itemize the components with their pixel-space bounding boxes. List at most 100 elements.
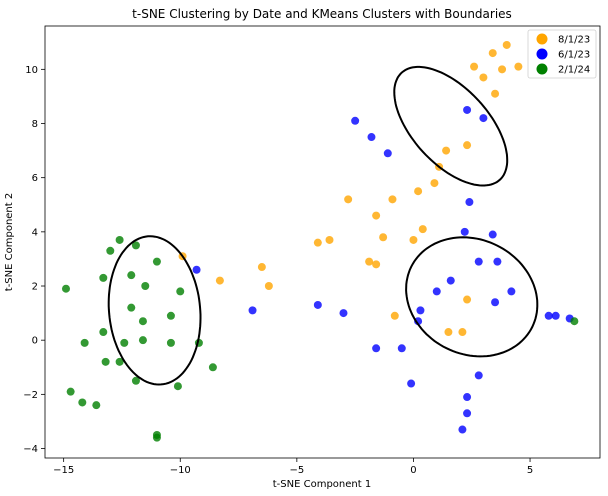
point-1-14 xyxy=(313,300,322,309)
point-0-16 xyxy=(418,225,427,234)
y-tick-label: 4 xyxy=(32,227,38,238)
point-1-20 xyxy=(551,311,560,320)
point-2-27 xyxy=(152,433,161,442)
point-0-7 xyxy=(463,141,472,150)
y-tick-label: 6 xyxy=(32,173,38,184)
point-0-1 xyxy=(502,40,511,49)
point-2-28 xyxy=(570,317,579,326)
point-1-27 xyxy=(463,409,472,418)
point-0-24 xyxy=(264,282,273,291)
plot-frame xyxy=(44,25,601,459)
point-0-17 xyxy=(409,235,418,244)
point-1-7 xyxy=(488,230,497,239)
data-points xyxy=(61,40,579,442)
point-0-19 xyxy=(313,238,322,247)
y-tick-label: −2 xyxy=(23,390,38,401)
point-1-1 xyxy=(367,133,376,142)
point-0-3 xyxy=(470,62,479,71)
point-2-17 xyxy=(120,338,129,347)
point-1-6 xyxy=(460,227,469,236)
point-2-22 xyxy=(173,382,182,391)
point-2-1 xyxy=(131,241,140,250)
point-2-25 xyxy=(92,401,101,410)
point-2-14 xyxy=(166,338,175,347)
point-1-0 xyxy=(351,116,360,125)
point-2-4 xyxy=(99,273,108,282)
point-0-0 xyxy=(514,62,523,71)
point-2-8 xyxy=(176,287,185,296)
point-1-15 xyxy=(416,306,425,315)
point-1-11 xyxy=(432,287,441,296)
point-1-5 xyxy=(465,198,474,207)
point-1-13 xyxy=(491,298,500,307)
point-0-13 xyxy=(344,195,353,204)
point-2-7 xyxy=(61,284,70,293)
point-1-23 xyxy=(397,344,406,353)
point-0-18 xyxy=(325,235,334,244)
y-tick-label: 0 xyxy=(32,336,38,347)
y-tick-label: 2 xyxy=(32,282,38,293)
point-0-21 xyxy=(372,260,381,269)
point-1-8 xyxy=(474,257,483,266)
legend-marker xyxy=(536,48,548,60)
point-1-26 xyxy=(463,393,472,402)
legend: 8/1/23 6/1/23 2/1/24 xyxy=(527,29,597,79)
point-0-2 xyxy=(488,49,497,58)
point-1-10 xyxy=(446,276,455,285)
point-0-29 xyxy=(458,328,467,337)
x-tick-label: 0 xyxy=(410,465,416,476)
point-0-15 xyxy=(379,233,388,242)
x-tick-label: 5 xyxy=(527,465,533,476)
point-1-25 xyxy=(407,379,416,388)
x-axis-ticks: −15 −10 −5 0 5 xyxy=(53,458,533,476)
cluster-boundary-2 xyxy=(405,236,539,358)
point-2-3 xyxy=(152,257,161,266)
point-1-9 xyxy=(493,257,502,266)
y-tick-label: −4 xyxy=(23,444,38,455)
y-axis-label: t-SNE Component 2 xyxy=(4,193,15,291)
point-2-19 xyxy=(115,357,124,366)
point-1-19 xyxy=(544,311,553,320)
point-2-0 xyxy=(115,235,124,244)
point-0-4 xyxy=(479,73,488,82)
point-2-9 xyxy=(127,303,136,312)
point-0-23 xyxy=(257,263,266,272)
point-1-17 xyxy=(339,309,348,318)
point-2-20 xyxy=(208,363,217,372)
chart-title: t-SNE Clustering by Date and KMeans Clus… xyxy=(132,7,512,21)
point-0-5 xyxy=(498,65,507,74)
point-0-28 xyxy=(444,328,453,337)
point-0-14 xyxy=(372,211,381,220)
point-2-12 xyxy=(99,328,108,337)
legend-label: 6/1/23 xyxy=(558,50,590,61)
point-0-27 xyxy=(390,311,399,320)
point-0-20 xyxy=(365,257,374,266)
point-1-4 xyxy=(479,114,488,123)
point-2-2 xyxy=(106,246,115,255)
point-1-16 xyxy=(414,317,423,326)
legend-label: 8/1/23 xyxy=(558,35,590,46)
point-0-8 xyxy=(442,146,451,155)
legend-marker xyxy=(536,33,548,45)
point-1-28 xyxy=(458,425,467,434)
point-1-2 xyxy=(383,149,392,158)
point-2-5 xyxy=(127,271,136,280)
point-1-18 xyxy=(248,306,257,315)
point-0-25 xyxy=(215,276,224,285)
point-1-29 xyxy=(192,265,201,274)
point-2-6 xyxy=(141,282,150,291)
y-tick-label: 10 xyxy=(25,65,38,76)
point-2-18 xyxy=(101,357,110,366)
legend-marker xyxy=(536,63,548,75)
point-0-26 xyxy=(463,295,472,304)
point-2-24 xyxy=(78,398,87,407)
y-tick-label: 8 xyxy=(32,119,38,130)
point-1-12 xyxy=(507,287,516,296)
cluster-boundary-1 xyxy=(393,65,509,187)
boundary-layer xyxy=(107,65,539,386)
x-tick-label: −10 xyxy=(170,465,191,476)
point-2-10 xyxy=(166,311,175,320)
point-1-24 xyxy=(474,371,483,380)
point-2-21 xyxy=(131,376,140,385)
